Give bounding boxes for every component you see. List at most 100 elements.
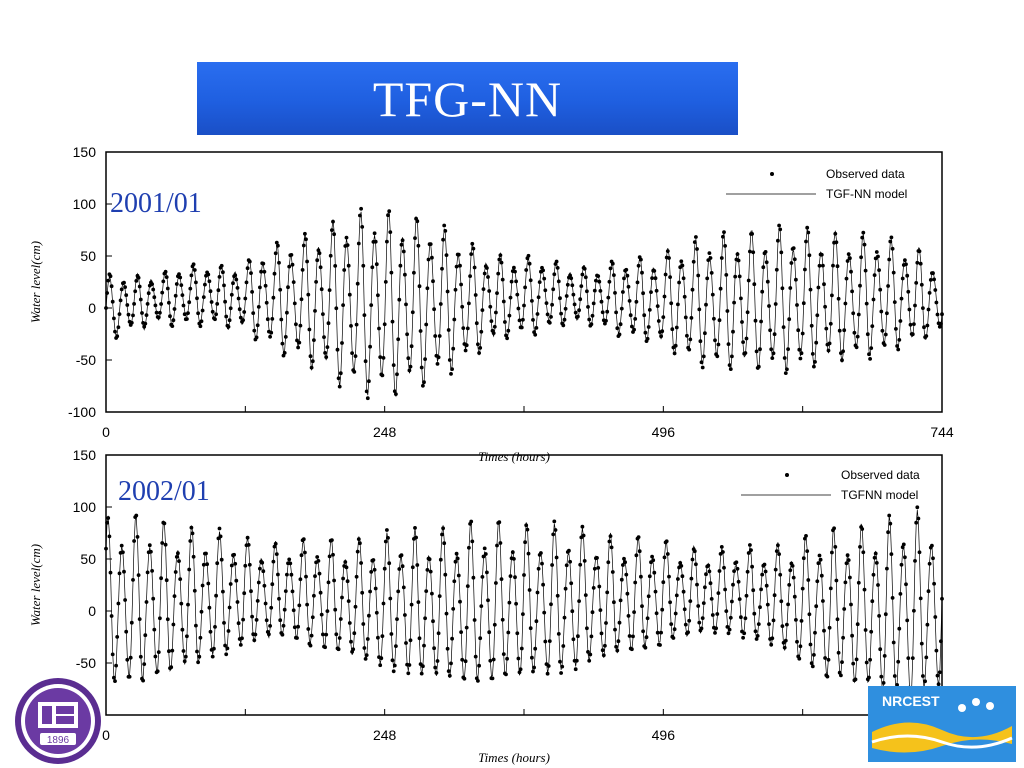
- observed-point: [752, 282, 757, 287]
- observed-point: [306, 627, 311, 631]
- observed-point: [325, 345, 330, 349]
- observed-point: [885, 311, 889, 316]
- observed-point: [450, 636, 454, 641]
- observed-point: [639, 257, 643, 262]
- observed-point: [719, 545, 724, 549]
- observed-point: [445, 289, 450, 294]
- observed-point: [735, 566, 740, 571]
- observed-point: [176, 551, 180, 556]
- observed-point: [180, 293, 185, 297]
- observed-point: [868, 357, 872, 361]
- observed-point: [585, 289, 589, 294]
- observed-point: [365, 637, 370, 641]
- observed-point: [685, 333, 689, 338]
- observed-point: [776, 543, 780, 548]
- x-tick-label: 0: [102, 727, 110, 743]
- observed-point: [700, 616, 705, 620]
- observed-point: [599, 631, 604, 636]
- observed-point: [923, 679, 927, 684]
- observed-point: [541, 582, 545, 587]
- seal-year: 1896: [47, 735, 70, 746]
- observed-point: [859, 255, 863, 260]
- observed-point: [842, 607, 847, 611]
- observed-point: [108, 274, 113, 279]
- observed-point: [195, 649, 199, 654]
- observed-point: [655, 304, 660, 308]
- observed-point: [263, 601, 268, 606]
- observed-point: [260, 560, 265, 565]
- observed-point: [874, 250, 879, 254]
- observed-point: [807, 253, 812, 258]
- observed-point: [162, 521, 167, 526]
- observed-point: [844, 276, 849, 281]
- observed-point: [785, 367, 789, 372]
- observed-point: [680, 263, 685, 268]
- observed-point: [454, 551, 459, 556]
- observed-point: [146, 291, 151, 296]
- observed-point: [461, 326, 466, 330]
- observed-point: [273, 541, 278, 546]
- observed-point: [368, 589, 372, 594]
- observed-point: [494, 310, 498, 315]
- observed-point: [748, 543, 752, 547]
- observed-point: [399, 553, 404, 558]
- observed-point: [608, 266, 613, 271]
- observed-point: [899, 562, 904, 567]
- observed-point: [354, 322, 359, 327]
- observed-point: [288, 561, 293, 566]
- observed-point: [819, 252, 824, 257]
- observed-point: [424, 589, 429, 593]
- observed-point: [787, 583, 792, 587]
- observed-point: [451, 346, 456, 351]
- observed-point: [125, 657, 130, 662]
- observed-point: [358, 213, 362, 218]
- observed-point: [274, 552, 279, 556]
- observed-point: [217, 526, 222, 531]
- observed-point: [234, 277, 239, 282]
- observed-point: [758, 347, 762, 352]
- observed-point: [896, 659, 901, 664]
- observed-point: [254, 335, 259, 340]
- observed-point: [316, 559, 321, 563]
- observed-point: [926, 307, 931, 312]
- observed-point: [536, 295, 541, 300]
- observed-point: [109, 614, 114, 618]
- observed-point: [438, 302, 443, 306]
- observed-point: [576, 314, 580, 319]
- observed-point: [281, 623, 286, 628]
- observed-point: [419, 365, 424, 370]
- observed-point: [591, 301, 596, 306]
- observed-point: [645, 616, 650, 621]
- observed-point: [458, 263, 462, 268]
- observed-point: [660, 329, 665, 334]
- observed-point: [170, 648, 175, 653]
- observed-point: [785, 622, 789, 627]
- observed-point: [590, 313, 595, 318]
- observed-point: [453, 559, 458, 564]
- observed-point: [856, 580, 861, 585]
- observed-point: [661, 580, 666, 585]
- observed-point: [607, 539, 612, 544]
- observed-point: [163, 542, 168, 547]
- observed-point: [836, 296, 841, 301]
- observed-point: [605, 309, 610, 314]
- observed-point: [549, 315, 553, 319]
- observed-point: [462, 676, 467, 681]
- observed-point: [382, 322, 387, 327]
- observed-point: [612, 273, 616, 277]
- observed-point: [534, 619, 539, 624]
- observed-point: [545, 671, 550, 676]
- observed-point: [822, 282, 826, 287]
- observed-point: [515, 631, 520, 636]
- observed-point: [160, 290, 165, 295]
- observed-point: [577, 308, 581, 313]
- observed-point: [679, 259, 684, 264]
- observed-point: [127, 674, 132, 679]
- observed-point: [422, 643, 426, 648]
- observed-point: [855, 334, 860, 339]
- observed-point: [513, 269, 517, 274]
- observed-point: [463, 348, 468, 353]
- observed-point: [488, 658, 493, 663]
- observed-point: [810, 664, 815, 669]
